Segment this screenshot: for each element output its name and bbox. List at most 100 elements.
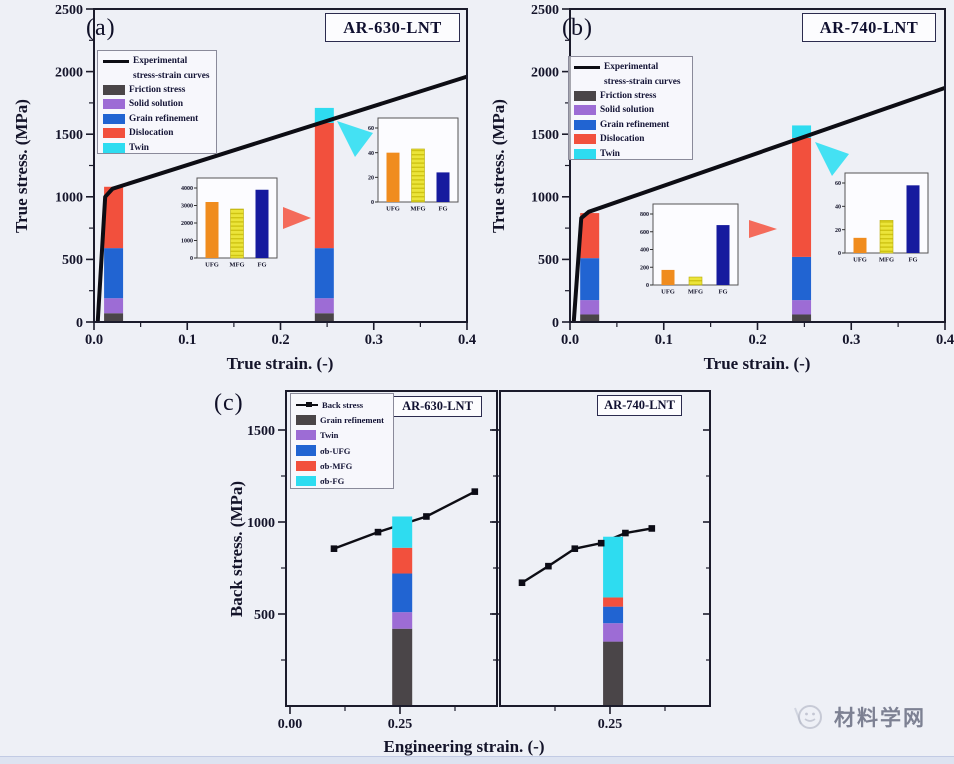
panel-a-legend: Experimental stress-strain curves Fricti… [97, 50, 217, 154]
svg-text:0.4: 0.4 [936, 332, 954, 348]
panel-c-right-title: AR-740-LNT [597, 395, 682, 416]
svg-text:20: 20 [835, 228, 841, 234]
svg-text:60: 60 [835, 181, 841, 187]
stacked-bar-segment [392, 573, 413, 613]
svg-text:1000: 1000 [55, 191, 83, 206]
svg-text:600: 600 [640, 230, 649, 236]
watermark: 材料学网 [792, 700, 926, 734]
curve-line-symbol [574, 65, 600, 69]
friction-swatch [574, 90, 596, 101]
svg-text:MFG: MFG [879, 257, 894, 264]
legend-item-back-stress: Back stress [296, 397, 388, 412]
back-stress-marker [423, 513, 430, 520]
legend-item-fg: σb-FG [296, 473, 388, 488]
svg-text:20: 20 [368, 176, 374, 182]
stacked-bar-segment [392, 547, 413, 574]
svg-text:0.3: 0.3 [365, 332, 383, 348]
back-stress-marker [471, 488, 479, 495]
stacked-bar-segment [603, 641, 624, 706]
svg-text:800: 800 [640, 212, 649, 218]
twin-swatch [103, 142, 125, 153]
bottom-border-band [0, 756, 954, 764]
svg-text:200: 200 [640, 265, 649, 271]
stacked-bar-segment [392, 628, 413, 706]
panel-c-legend: Back stress Grain refinement Twin σb-UFG… [290, 393, 394, 489]
svg-text:1000: 1000 [247, 516, 275, 531]
curve-line-symbol [103, 59, 129, 63]
svg-text:0.1: 0.1 [655, 332, 673, 348]
svg-text:400: 400 [640, 248, 649, 254]
stacked-bar-segment [392, 612, 413, 629]
back-stress-marker [648, 525, 656, 532]
svg-text:0.4: 0.4 [458, 332, 476, 348]
panel-a-title: AR-630-LNT [325, 13, 460, 42]
svg-text:2500: 2500 [55, 3, 83, 18]
legend-item-twin: Twin [103, 140, 211, 154]
back-stress-marker [622, 529, 629, 537]
svg-text:4000: 4000 [181, 186, 193, 192]
legend-item-experimental-2: stress-strain curves [604, 76, 681, 87]
legend-item-mfg: σb-MFG [296, 458, 388, 473]
back-stress-marker [374, 528, 382, 536]
svg-text:0.2: 0.2 [748, 332, 766, 348]
svg-text:0.0: 0.0 [85, 332, 103, 348]
svg-text:1000: 1000 [181, 239, 193, 245]
legend-item-experimental-2: stress-strain curves [133, 70, 210, 81]
svg-text:2500: 2500 [531, 3, 559, 18]
svg-text:40: 40 [368, 151, 374, 157]
legend-item-grain-refinement: Grain refinement [574, 118, 687, 132]
ufg-swatch [296, 445, 316, 456]
inset-bar-chart: 0 20 40 60 UFG MFG FG [835, 172, 929, 264]
svg-text:500: 500 [62, 253, 83, 268]
svg-text:FG: FG [257, 262, 266, 269]
panel-c-y-axis-title: Back stress. (MPa) [227, 480, 246, 618]
stacked-bar-segment [603, 606, 624, 624]
svg-text:500: 500 [254, 608, 275, 623]
panel-c-sub-1: 0.25 [492, 390, 711, 732]
legend-item-twin: Twin [296, 428, 388, 443]
legend-item-solid-solution: Solid solution [103, 97, 211, 111]
inset-bar-chart: 0 20 40 60 UFG MFG FG [368, 117, 459, 213]
friction-swatch [103, 84, 125, 95]
panel-b-letter: (b) [562, 15, 593, 41]
dislocation-swatch [103, 128, 125, 139]
stacked-bar-segment [603, 623, 624, 642]
svg-text:0: 0 [76, 316, 83, 331]
svg-text:0.0: 0.0 [561, 332, 579, 348]
legend-item-ufg: σb-UFG [296, 443, 388, 458]
svg-text:60: 60 [368, 126, 374, 132]
twin-swatch [574, 148, 596, 159]
svg-text:FG: FG [908, 257, 917, 264]
panel-c-left-title: AR-630-LNT [393, 396, 482, 417]
stacked-bar-segment [603, 536, 624, 598]
legend-item-experimental: Experimental [103, 54, 211, 68]
watermark-text: 材料学网 [834, 707, 926, 730]
svg-text:0.00: 0.00 [278, 717, 303, 732]
inset-bar-chart: 0 200 400 600 800 UFG MFG FG [640, 203, 739, 296]
svg-text:0: 0 [838, 251, 841, 257]
annotation-arrow [337, 121, 373, 157]
svg-text:0: 0 [371, 200, 374, 206]
svg-text:0.25: 0.25 [598, 717, 623, 732]
svg-text:500: 500 [538, 253, 559, 268]
back-stress-marker [597, 539, 605, 547]
grain-refinement-swatch [103, 113, 125, 124]
legend-item-friction: Friction stress [574, 89, 687, 103]
svg-text:0: 0 [552, 316, 559, 331]
svg-text:2000: 2000 [181, 221, 193, 227]
dislocation-swatch [574, 134, 596, 145]
panel-c-x-axis-title: Engineering strain. (-) [383, 737, 545, 756]
back-stress-line-symbol [296, 401, 318, 408]
svg-text:UFG: UFG [853, 257, 867, 264]
experimental-curve [95, 74, 468, 323]
svg-text:UFG: UFG [205, 262, 219, 269]
svg-text:UFG: UFG [386, 206, 400, 213]
svg-text:0: 0 [646, 283, 649, 289]
annotation-arrow [283, 207, 311, 229]
svg-text:0.2: 0.2 [271, 332, 289, 348]
legend-item-dislocation: Dislocation [574, 132, 687, 146]
grain-refinement-swatch [574, 119, 596, 130]
svg-text:0: 0 [190, 256, 193, 262]
legend-item-solid-solution: Solid solution [574, 103, 687, 117]
